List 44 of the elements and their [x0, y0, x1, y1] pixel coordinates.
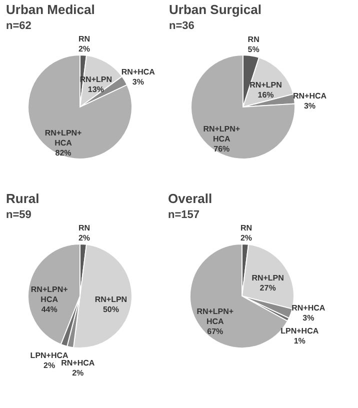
slice-label: RN	[78, 224, 90, 233]
slice-label: RN+LPN+HCA	[203, 124, 240, 144]
data-label: 27%	[260, 283, 276, 292]
chart-title: Overall	[168, 191, 212, 206]
data-label: 76%	[214, 144, 230, 154]
data-label: 44%	[41, 305, 58, 314]
slice-label: RN+HCA	[292, 304, 326, 313]
slice-label: RN+LPN+HCA	[30, 285, 68, 304]
data-label: 5%	[248, 45, 260, 54]
data-label: 1%	[294, 336, 306, 346]
slice-label: LPN+HCA	[30, 351, 69, 360]
chart-title: Urban Medical	[6, 2, 95, 17]
slice-label: RN+LPN+HCA	[44, 128, 82, 148]
chart-subtitle: n=36	[169, 20, 194, 32]
data-label: 82%	[55, 148, 72, 158]
data-label: 2%	[44, 361, 56, 370]
slice-label: RN+HCA	[121, 68, 156, 77]
slice-label: RN	[240, 224, 252, 233]
data-label: 2%	[240, 234, 252, 243]
data-label: 50%	[102, 304, 119, 314]
data-label: 16%	[258, 90, 274, 100]
slice-label: RN+LPN	[94, 294, 128, 304]
data-label: 3%	[302, 314, 314, 323]
data-label: 3%	[132, 78, 144, 87]
slice-label: RN+LPN	[250, 80, 282, 90]
slice-label: RN	[248, 35, 260, 44]
chart-title: Rural	[6, 191, 40, 206]
pie-slice	[190, 54, 296, 160]
chart-title: Urban Surgical	[169, 2, 262, 17]
slice-label: RN+LPN+HCA	[196, 306, 234, 326]
data-label: 13%	[88, 85, 104, 94]
chart-subtitle: n=59	[6, 209, 32, 221]
slice-label: RN+LPN	[252, 273, 284, 282]
data-label: 2%	[72, 368, 84, 378]
slice-label: RN+HCA	[292, 91, 327, 100]
data-label: 3%	[304, 101, 316, 110]
slice-label: RN+HCA	[61, 358, 95, 368]
chart-subtitle: n=157	[168, 209, 200, 221]
slice-label: LPN+HCA	[280, 326, 319, 336]
data-label: 2%	[78, 44, 90, 54]
chart-subtitle: n=62	[6, 20, 32, 32]
slice-label: RN	[78, 34, 90, 44]
data-label: 2%	[78, 234, 90, 243]
data-label: 67%	[207, 326, 224, 336]
